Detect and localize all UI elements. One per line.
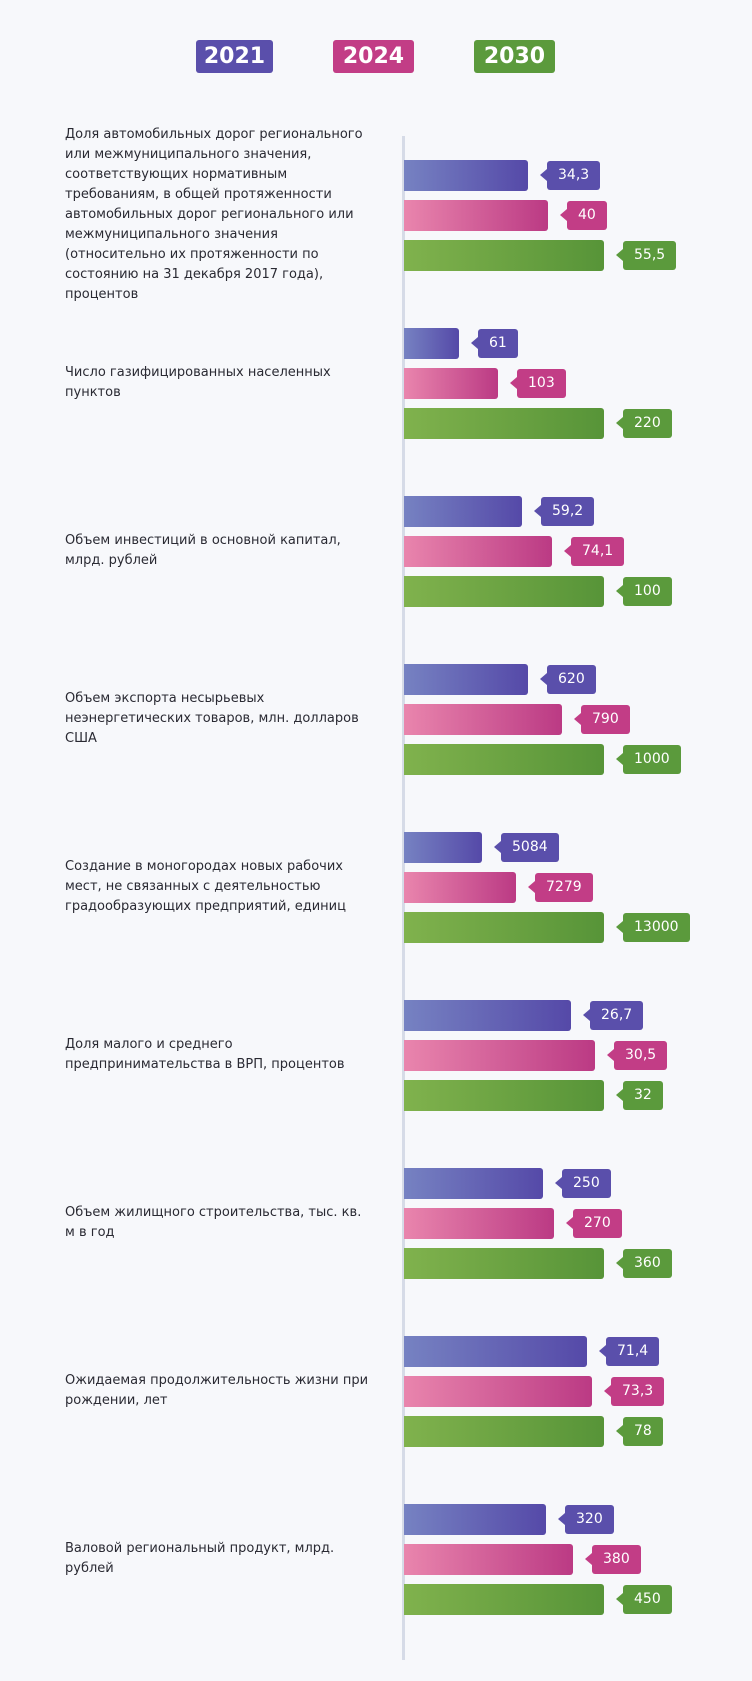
bar-2021 [404,664,528,695]
value-label-2021: 71,4 [598,1337,660,1366]
bar-2021 [404,160,528,191]
bar-2024 [404,536,552,567]
bar-2030 [404,408,604,439]
bar-2030 [404,1248,604,1279]
value-label-2024: 40 [560,201,607,230]
indicator-group: Объем жилищного строительства, тыс. кв. … [0,1144,752,1312]
bar-2024 [404,1208,554,1239]
bar-2030 [404,576,604,607]
value-label-2024: 790 [574,705,630,734]
value-label-2021: 59,2 [533,497,595,526]
bar-2024 [404,1376,592,1407]
bar-2024 [404,872,516,903]
bar-2030 [404,1416,604,1447]
indicator-group: Валовой региональный продукт, млрд. рубл… [0,1480,752,1648]
bar-2030 [404,1080,604,1111]
legend-item-2024: 2024 [333,40,414,73]
chart-baseline [402,136,405,1660]
legend-item-2021: 2021 [196,40,273,73]
value-label-2030: 220 [616,409,672,438]
indicator-group: Объем инвестиций в основной капитал, млр… [0,472,752,640]
indicator-label: Число газифицированных населенных пункто… [65,365,331,400]
indicator-label: Доля автомобильных дорог регионального и… [65,127,363,302]
bar-2024 [404,1040,595,1071]
bar-2024 [404,704,562,735]
bar-2021 [404,496,522,527]
value-label-2030: 78 [616,1417,663,1446]
bar-2021 [404,1000,571,1031]
value-label-2021: 620 [540,665,596,694]
indicator-group: Ожидаемая продолжительность жизни при ро… [0,1312,752,1480]
indicator-label: Объем инвестиций в основной капитал, млр… [65,533,341,568]
value-label-2030: 55,5 [615,241,677,270]
value-label-2024: 74,1 [563,537,625,566]
value-label-2021: 26,7 [582,1001,644,1030]
indicator-label: Создание в моногородах новых рабочих мес… [65,859,346,914]
indicator-group: Доля автомобильных дорог регионального и… [0,127,752,304]
value-label-2021: 250 [555,1169,611,1198]
bar-2030 [404,1584,604,1615]
value-label-2030: 32 [616,1081,663,1110]
value-label-2021: 61 [471,329,518,358]
value-label-2021: 34,3 [539,161,601,190]
value-label-2024: 73,3 [603,1377,665,1406]
bar-2021 [404,832,482,863]
value-label-2030: 13000 [616,913,690,942]
value-label-2024: 103 [510,369,566,398]
chart-legend: 2021 2024 2030 [0,40,752,74]
value-label-2024: 270 [566,1209,622,1238]
bar-2024 [404,1544,573,1575]
value-label-2024: 380 [585,1545,641,1574]
bar-2021 [404,1336,587,1367]
bar-2030 [404,912,604,943]
value-label-2030: 450 [616,1585,672,1614]
bar-2021 [404,328,459,359]
value-label-2030: 1000 [616,745,681,774]
bar-2024 [404,200,548,231]
bar-2030 [404,744,604,775]
indicator-label: Объем жилищного строительства, тыс. кв. … [65,1205,362,1240]
bar-2021 [404,1168,543,1199]
bar-2030 [404,240,604,271]
indicator-label: Валовой региональный продукт, млрд. рубл… [65,1541,335,1576]
value-label-2030: 100 [616,577,672,606]
indicator-label: Ожидаемая продолжительность жизни при ро… [65,1373,369,1408]
bar-2021 [404,1504,546,1535]
indicator-group: Создание в моногородах новых рабочих мес… [0,808,752,976]
indicator-group: Доля малого и среднего предпринимательст… [0,976,752,1144]
indicator-label: Объем экспорта несырьевых неэнергетическ… [65,691,359,746]
value-label-2021: 5084 [494,833,559,862]
value-label-2021: 320 [558,1505,614,1534]
value-label-2030: 360 [616,1249,672,1278]
value-label-2024: 30,5 [606,1041,668,1070]
legend-item-2030: 2030 [474,40,555,73]
indicator-group: Объем экспорта несырьевых неэнергетическ… [0,640,752,808]
indicator-group: Число газифицированных населенных пункто… [0,304,752,472]
value-label-2024: 7279 [528,873,593,902]
bar-2024 [404,368,498,399]
indicator-label: Доля малого и среднего предпринимательст… [65,1037,345,1072]
